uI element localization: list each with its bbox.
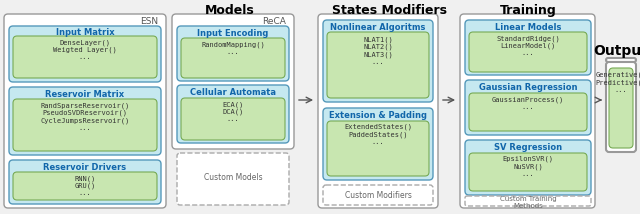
Text: Cellular Automata: Cellular Automata [190, 88, 276, 97]
FancyBboxPatch shape [609, 68, 633, 148]
Text: Custom Modifiers: Custom Modifiers [344, 192, 412, 201]
FancyBboxPatch shape [469, 93, 587, 131]
FancyBboxPatch shape [465, 20, 591, 75]
FancyBboxPatch shape [9, 26, 161, 82]
FancyBboxPatch shape [327, 32, 429, 98]
Text: RandSparseReservoir()
PseudoSVDReservoir()
CycleJumpsReservoir()
...: RandSparseReservoir() PseudoSVDReservoir… [40, 102, 130, 131]
Text: Custom Models: Custom Models [204, 172, 262, 181]
FancyBboxPatch shape [181, 38, 285, 78]
Text: RandomMapping()
...: RandomMapping() ... [201, 41, 265, 55]
Text: ReCA: ReCA [262, 17, 286, 26]
Text: Nonlinear Algoritms: Nonlinear Algoritms [330, 23, 426, 32]
FancyBboxPatch shape [323, 185, 433, 205]
FancyBboxPatch shape [606, 58, 636, 62]
FancyBboxPatch shape [465, 196, 591, 206]
FancyBboxPatch shape [327, 121, 429, 176]
FancyBboxPatch shape [9, 87, 161, 155]
Text: SV Regression: SV Regression [494, 143, 562, 152]
FancyBboxPatch shape [465, 140, 591, 195]
Text: GaussianProcess()
...: GaussianProcess() ... [492, 96, 564, 110]
FancyBboxPatch shape [469, 153, 587, 191]
FancyBboxPatch shape [13, 36, 157, 78]
Text: Extension & Padding: Extension & Padding [329, 111, 427, 120]
FancyBboxPatch shape [4, 14, 166, 208]
FancyBboxPatch shape [13, 172, 157, 200]
Text: Generative()
Predictive()
...: Generative() Predictive() ... [595, 72, 640, 93]
Text: Custom Training
Methods: Custom Training Methods [500, 196, 556, 208]
Text: Output: Output [594, 44, 640, 58]
Text: Training: Training [500, 4, 556, 17]
FancyBboxPatch shape [460, 14, 595, 208]
FancyBboxPatch shape [177, 153, 289, 205]
Text: EpsilonSVR()
NuSVR()
...: EpsilonSVR() NuSVR() ... [502, 156, 554, 177]
FancyBboxPatch shape [318, 14, 438, 208]
FancyBboxPatch shape [172, 14, 294, 149]
FancyBboxPatch shape [9, 160, 161, 204]
Text: Input Encoding: Input Encoding [197, 29, 269, 38]
Text: Reservoir Drivers: Reservoir Drivers [44, 163, 127, 172]
FancyBboxPatch shape [469, 32, 587, 72]
Text: RNN()
GRU()
...: RNN() GRU() ... [74, 175, 95, 196]
Text: ECA()
DCA()
...: ECA() DCA() ... [222, 101, 244, 122]
Text: ExtendedStates()
PaddedStates()
...: ExtendedStates() PaddedStates() ... [344, 124, 412, 145]
Text: StandardRidge()
LinearModel()
...: StandardRidge() LinearModel() ... [496, 35, 560, 56]
FancyBboxPatch shape [177, 85, 289, 143]
Text: ESN: ESN [140, 17, 158, 26]
FancyBboxPatch shape [177, 26, 289, 81]
FancyBboxPatch shape [13, 99, 157, 151]
Text: Input Matrix: Input Matrix [56, 28, 115, 37]
Text: Models: Models [205, 4, 255, 17]
FancyBboxPatch shape [606, 62, 636, 152]
Text: Reservoir Matrix: Reservoir Matrix [45, 90, 125, 99]
Text: Linear Models: Linear Models [495, 23, 561, 32]
FancyBboxPatch shape [323, 20, 433, 102]
Text: States Modifiers: States Modifiers [333, 4, 447, 17]
FancyBboxPatch shape [181, 98, 285, 140]
Text: NLAT1()
NLAT2()
NLAT3()
...: NLAT1() NLAT2() NLAT3() ... [363, 36, 393, 64]
FancyBboxPatch shape [465, 80, 591, 135]
Text: Gaussian Regression: Gaussian Regression [479, 83, 577, 92]
Text: DenseLayer()
Weigted Layer()
...: DenseLayer() Weigted Layer() ... [53, 39, 117, 60]
FancyBboxPatch shape [323, 108, 433, 180]
